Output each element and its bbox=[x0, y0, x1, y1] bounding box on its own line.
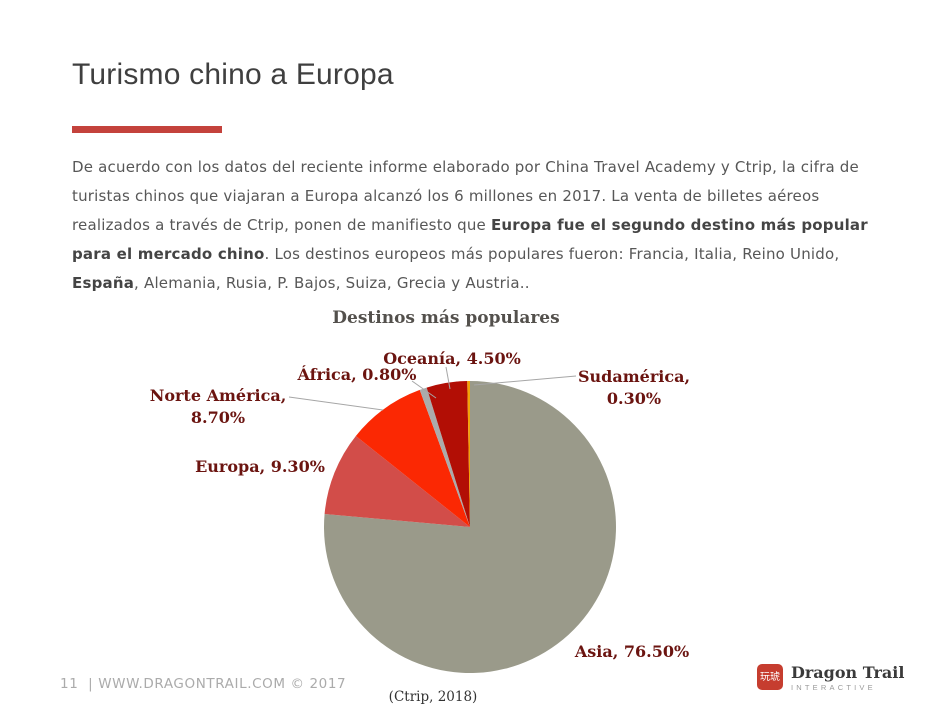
paragraph-run: . Los destinos europeos más populares fu… bbox=[264, 245, 840, 263]
paragraph-bold-run: Europa fue el segundo destino más popula… bbox=[72, 216, 868, 263]
leader-line-norte-america bbox=[288, 396, 384, 411]
pie-label-oceania: Oceanía, 4.50% bbox=[383, 349, 521, 368]
paragraph-run: , Alemania, Rusia, P. Bajos, Suiza, Grec… bbox=[134, 274, 530, 292]
logo-name: Dragon Trail bbox=[791, 663, 905, 682]
pie-slice-sudamerica bbox=[467, 381, 470, 527]
leader-line-oceania bbox=[445, 366, 451, 390]
pie-label-europa: Europa, 9.30% bbox=[195, 457, 325, 476]
chart-title: Destinos más populares bbox=[332, 308, 560, 328]
dragon-trail-logo: 玩琥 Dragon Trail INTERACTIVE bbox=[757, 664, 904, 692]
pie-label-asia: Asia, 76.50% bbox=[574, 642, 690, 661]
title-accent-bar bbox=[72, 126, 222, 133]
pie-label-africa: África, 0.80% bbox=[297, 365, 417, 384]
paragraph-bold-run: España bbox=[72, 274, 135, 292]
pie-label-norte-america: Norte América, 8.70% bbox=[149, 386, 287, 427]
logo-seal-icon: 玩琥 bbox=[757, 664, 783, 690]
pie-slice-africa bbox=[419, 387, 470, 527]
chart-source-caption: (Ctrip, 2018) bbox=[388, 689, 478, 705]
intro-paragraph: De acuerdo con los datos del reciente in… bbox=[72, 153, 877, 298]
page-title: Turismo chino a Europa bbox=[72, 58, 394, 91]
pie-slice-europa bbox=[324, 435, 470, 527]
pie-slice-oceania bbox=[426, 381, 470, 527]
pie-slice-asia bbox=[323, 381, 616, 674]
pie-slice-norte-america bbox=[355, 389, 470, 527]
footer-page-info: 11 | WWW.DRAGONTRAIL.COM © 2017 bbox=[60, 676, 347, 692]
pie-label-sudamerica: Sudamérica, 0.30% bbox=[577, 367, 691, 408]
leader-line-sudamerica bbox=[473, 375, 577, 386]
paragraph-run: De acuerdo con los datos del reciente in… bbox=[72, 158, 859, 234]
logo-subtitle: INTERACTIVE bbox=[791, 683, 876, 692]
